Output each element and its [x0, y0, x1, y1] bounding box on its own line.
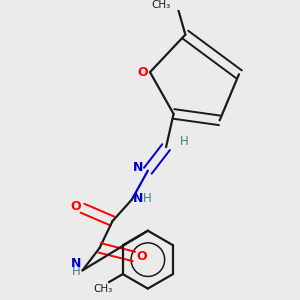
- Text: N: N: [71, 257, 81, 270]
- Text: O: O: [70, 200, 81, 213]
- Text: O: O: [138, 66, 148, 79]
- Text: H: H: [143, 191, 152, 205]
- Text: CH₃: CH₃: [94, 284, 113, 294]
- Text: H: H: [72, 266, 80, 278]
- Text: N: N: [133, 161, 143, 174]
- Text: N: N: [133, 191, 143, 205]
- Text: H: H: [179, 135, 188, 148]
- Text: CH₃: CH₃: [151, 0, 170, 10]
- Text: O: O: [137, 250, 147, 263]
